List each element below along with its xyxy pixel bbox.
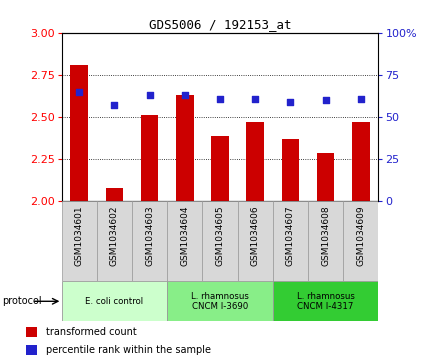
Bar xyxy=(62,281,167,321)
Bar xyxy=(176,95,194,201)
Bar xyxy=(273,281,378,321)
Text: L. rhamnosus
CNCM I-3690: L. rhamnosus CNCM I-3690 xyxy=(191,291,249,311)
Bar xyxy=(317,152,334,201)
Text: GSM1034602: GSM1034602 xyxy=(110,205,119,266)
Bar xyxy=(238,201,273,281)
Point xyxy=(216,95,224,101)
Bar xyxy=(62,201,97,281)
Text: L. rhamnosus
CNCM I-4317: L. rhamnosus CNCM I-4317 xyxy=(297,291,355,311)
Point xyxy=(322,97,329,103)
Text: GSM1034609: GSM1034609 xyxy=(356,205,365,266)
Bar xyxy=(202,201,238,281)
Point xyxy=(181,92,188,98)
Title: GDS5006 / 192153_at: GDS5006 / 192153_at xyxy=(149,19,291,32)
Text: GSM1034605: GSM1034605 xyxy=(216,205,224,266)
Text: GSM1034608: GSM1034608 xyxy=(321,205,330,266)
Bar xyxy=(141,115,158,201)
Text: GSM1034607: GSM1034607 xyxy=(286,205,295,266)
Bar xyxy=(246,122,264,201)
Bar xyxy=(308,201,343,281)
Bar xyxy=(282,139,299,201)
Bar xyxy=(167,281,273,321)
Text: GSM1034606: GSM1034606 xyxy=(251,205,260,266)
Text: transformed count: transformed count xyxy=(46,327,136,337)
Text: GSM1034604: GSM1034604 xyxy=(180,205,189,266)
Bar xyxy=(132,201,167,281)
Text: GSM1034603: GSM1034603 xyxy=(145,205,154,266)
Bar xyxy=(26,327,37,337)
Bar xyxy=(70,65,88,201)
Point xyxy=(76,89,83,95)
Bar xyxy=(97,201,132,281)
Bar xyxy=(106,188,123,201)
Text: GSM1034601: GSM1034601 xyxy=(75,205,84,266)
Bar xyxy=(352,122,370,201)
Point xyxy=(357,95,364,101)
Point xyxy=(287,99,294,105)
Text: percentile rank within the sample: percentile rank within the sample xyxy=(46,345,211,355)
Point xyxy=(252,95,259,101)
Text: protocol: protocol xyxy=(2,296,42,306)
Point xyxy=(111,102,118,108)
Text: E. coli control: E. coli control xyxy=(85,297,143,306)
Bar xyxy=(273,201,308,281)
Point xyxy=(146,92,153,98)
Bar xyxy=(26,345,37,355)
Bar xyxy=(343,201,378,281)
Bar xyxy=(211,136,229,201)
Bar xyxy=(167,201,202,281)
